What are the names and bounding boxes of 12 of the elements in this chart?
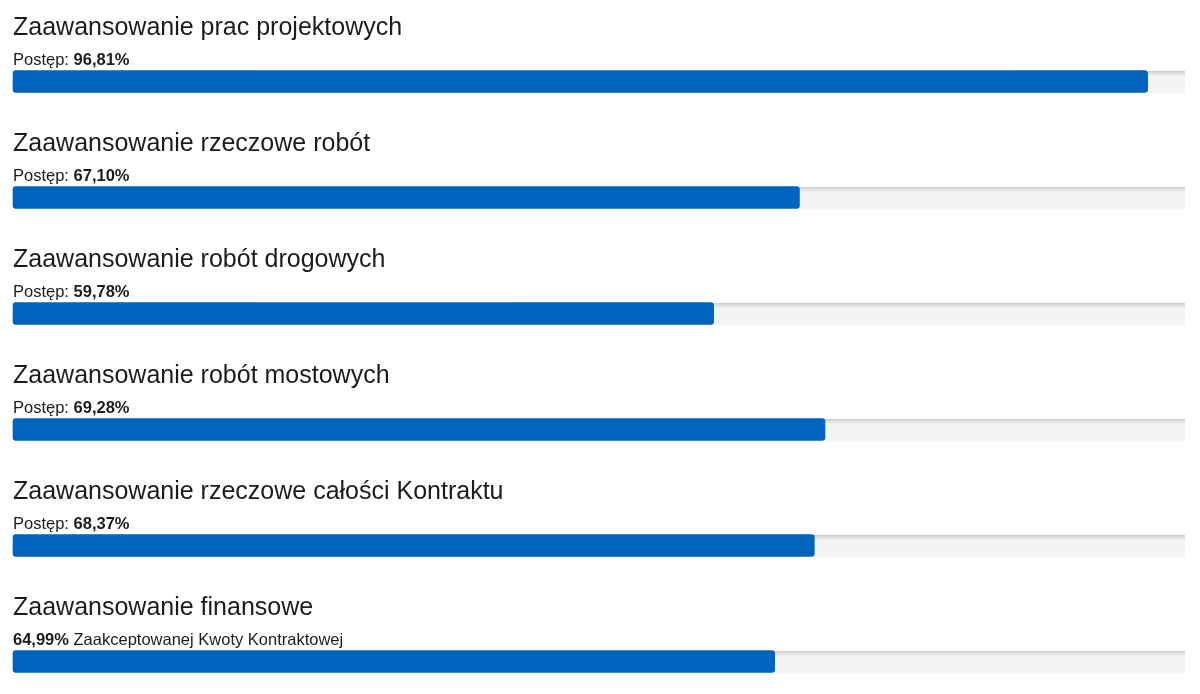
data-label: Postęp: 69,28% — [13, 397, 130, 416]
data-label: 64,99% Zaakceptowanej Kwoty Kontraktowej — [13, 629, 344, 648]
y-tick-label: Zaawansowanie finansowe — [13, 592, 314, 620]
y-tick-label: Zaawansowanie robót mostowych — [13, 360, 390, 388]
y-tick-label: Zaawansowanie robót drogowych — [13, 244, 386, 272]
data-label: Postęp: 96,81% — [13, 49, 130, 68]
data-label: Postęp: 67,10% — [13, 165, 130, 184]
data-label: Postęp: 68,37% — [13, 513, 130, 532]
y-tick-label: Zaawansowanie rzeczowe robót — [13, 128, 371, 156]
y-tick-label: Zaawansowanie rzeczowe całości Kontraktu — [13, 476, 504, 504]
data-label: Postęp: 59,78% — [13, 281, 130, 300]
y-tick-label: Zaawansowanie prac projektowych — [13, 12, 403, 40]
